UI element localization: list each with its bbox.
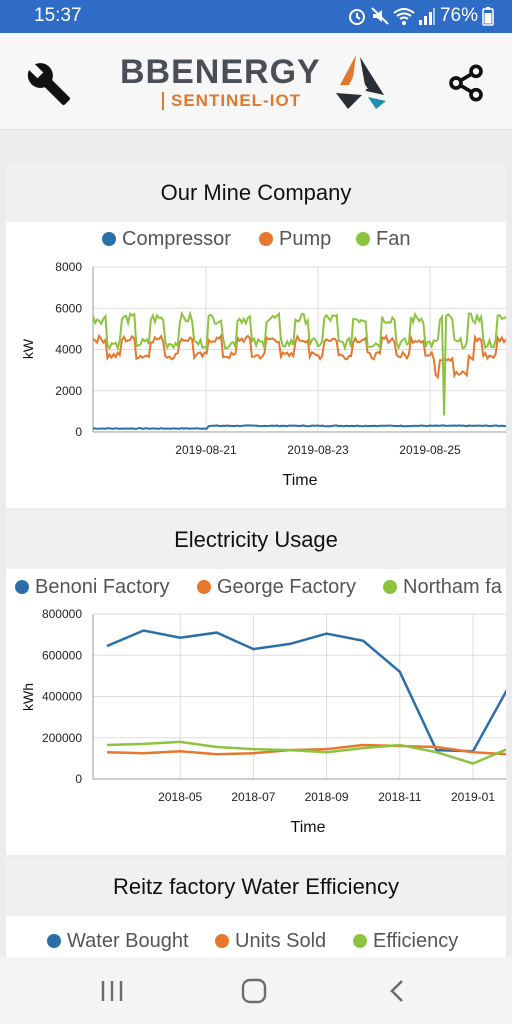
y-tick-label: 8000	[55, 260, 82, 274]
app-header: BBENERGY SENTINEL-IOT	[0, 33, 512, 130]
wrench-icon[interactable]	[26, 61, 72, 107]
y-tick-label: 2000	[55, 384, 82, 398]
legend-swatch	[383, 580, 397, 594]
x-tick-label: 2018-07	[231, 790, 275, 804]
battery-percent: 76%	[439, 5, 478, 26]
x-tick-label: 2019-08-23	[287, 443, 349, 457]
series-line-fan	[92, 310, 507, 416]
mine-power-chart: Compressor Pump Fan 0 2000 4000 6000 8000 2019…	[20, 228, 507, 489]
status-bar: 15:37 76%	[0, 0, 512, 33]
dashboard-content[interactable]: Our Mine Company Compressor Pump Fan 0 2000…	[0, 130, 512, 957]
y-tick-label: 0	[75, 425, 82, 439]
y-tick-label: 800000	[42, 607, 82, 621]
legend-label[interactable]: Pump	[279, 228, 331, 250]
legend-swatch	[102, 232, 116, 246]
series-line-george	[106, 743, 510, 756]
system-nav-bar	[0, 957, 512, 1024]
legend-label[interactable]: Benoni Factory	[35, 576, 170, 598]
legend-label[interactable]: Fan	[376, 228, 410, 250]
electricity-usage-chart: Benoni Factory George Factory Northam fa 0…	[15, 576, 511, 836]
y-tick-label: 200000	[42, 731, 82, 745]
legend-label[interactable]: Units Sold	[235, 930, 326, 952]
legend-swatch	[353, 934, 367, 948]
legend-swatch	[259, 232, 273, 246]
logo-divider	[162, 92, 164, 110]
legend-swatch	[197, 580, 211, 594]
series-line-northam	[106, 740, 511, 765]
water-efficiency-chart: Water Bought Units Sold Efficiency	[47, 930, 458, 952]
logo-main-text: BBENERGY	[120, 53, 321, 91]
legend-label[interactable]: Efficiency	[373, 930, 458, 952]
x-tick-label: 2018-05	[158, 790, 202, 804]
y-tick-label: 4000	[55, 343, 82, 357]
battery-icon	[482, 7, 494, 26]
section-title-water: Reitz factory Water Efficiency	[6, 858, 506, 916]
legend-swatch	[15, 580, 29, 594]
chart-card-mine: Compressor Pump Fan 0 2000 4000 6000 8000 2019…	[6, 222, 507, 508]
legend-label[interactable]: George Factory	[217, 576, 356, 598]
logo-triangle-icon	[336, 55, 386, 109]
chart-card-water: Water Bought Units Sold Efficiency	[6, 916, 506, 957]
y-axis-label: kW	[20, 338, 36, 359]
y-tick-label: 600000	[42, 648, 82, 662]
logo-sub-text: SENTINEL-IOT	[171, 91, 302, 110]
x-tick-label: 2018-09	[305, 790, 349, 804]
y-axis-label: kWh	[20, 683, 36, 711]
chart-card-electricity: Benoni Factory George Factory Northam fa 0…	[6, 569, 511, 855]
x-tick-label: 2019-08-21	[175, 443, 237, 457]
legend-swatch	[47, 934, 61, 948]
mute-icon	[371, 7, 389, 25]
signal-icon	[418, 8, 435, 25]
recent-apps-icon[interactable]	[92, 975, 132, 1007]
wifi-icon	[393, 8, 415, 25]
legend-label[interactable]: Water Bought	[67, 930, 189, 952]
y-tick-label: 0	[75, 772, 82, 786]
legend-swatch	[215, 934, 229, 948]
series-line-benoni	[106, 629, 511, 753]
y-tick-label: 6000	[55, 301, 82, 315]
legend-swatch	[356, 232, 370, 246]
x-tick-label: 2018-11	[378, 790, 421, 804]
x-tick-label: 2019-08-25	[399, 443, 461, 457]
section-title-mine: Our Mine Company	[6, 164, 506, 222]
section-title-electricity: Electricity Usage	[6, 511, 506, 569]
share-icon[interactable]	[446, 63, 486, 103]
series-line-compressor	[92, 424, 506, 430]
y-tick-label: 400000	[42, 690, 82, 704]
alarm-icon	[348, 9, 365, 25]
back-icon[interactable]	[378, 975, 418, 1007]
legend-label[interactable]: Northam fa	[403, 576, 503, 598]
home-icon[interactable]	[234, 975, 274, 1007]
x-tick-label: 2019-01	[451, 790, 495, 804]
status-icons: 76%	[347, 5, 494, 27]
status-time: 15:37	[34, 5, 82, 26]
legend-label[interactable]: Compressor	[122, 228, 231, 250]
x-axis-label: Time	[291, 819, 326, 836]
x-axis-label: Time	[283, 472, 318, 489]
series-line-pump	[92, 333, 507, 380]
brand-logo: BBENERGY SENTINEL-IOT	[108, 45, 408, 125]
